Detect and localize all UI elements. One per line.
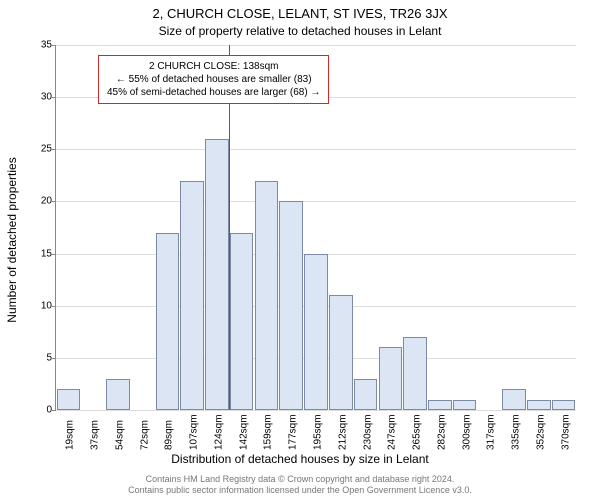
x-tick-label: 89sqm (164, 420, 175, 450)
histogram-bar (403, 337, 427, 410)
histogram-bar (527, 400, 551, 410)
y-tick-mark (51, 97, 55, 98)
y-tick-label: 15 (28, 248, 52, 259)
y-tick-label: 0 (28, 405, 52, 416)
y-tick-label: 5 (28, 352, 52, 363)
y-tick-mark (51, 149, 55, 150)
histogram-bar (428, 400, 452, 410)
x-tick-label: 159sqm (263, 414, 274, 450)
histogram-bar (379, 347, 403, 410)
histogram-bar (279, 201, 303, 410)
gridline (56, 45, 576, 46)
x-tick-label: 124sqm (213, 414, 224, 450)
histogram-bar (453, 400, 477, 410)
gridline (56, 149, 576, 150)
y-tick-mark (51, 306, 55, 307)
x-tick-label: 54sqm (114, 420, 125, 450)
x-tick-label: 265sqm (412, 414, 423, 450)
x-tick-label: 142sqm (238, 414, 249, 450)
histogram-bar (205, 139, 229, 410)
y-tick-label: 35 (28, 40, 52, 51)
y-tick-label: 25 (28, 144, 52, 155)
annotation-box: 2 CHURCH CLOSE: 138sqm← 55% of detached … (98, 55, 329, 104)
gridline (56, 410, 576, 411)
histogram-bar (354, 379, 378, 410)
y-tick-label: 10 (28, 300, 52, 311)
y-axis-label: Number of detached properties (5, 157, 19, 322)
histogram-bar (156, 233, 180, 410)
histogram-bar (502, 389, 526, 410)
histogram-bar (106, 379, 130, 410)
chart-title: 2, CHURCH CLOSE, LELANT, ST IVES, TR26 3… (0, 6, 600, 21)
x-tick-label: 300sqm (461, 414, 472, 450)
y-tick-mark (51, 358, 55, 359)
annotation-line: 2 CHURCH CLOSE: 138sqm (107, 60, 320, 73)
histogram-bar (180, 181, 204, 410)
annotation-line: ← 55% of detached houses are smaller (83… (107, 73, 320, 86)
footer-line-1: Contains HM Land Registry data © Crown c… (0, 474, 600, 485)
x-tick-label: 247sqm (387, 414, 398, 450)
histogram-bar (255, 181, 279, 410)
y-tick-mark (51, 410, 55, 411)
x-tick-label: 37sqm (90, 420, 101, 450)
x-tick-label: 195sqm (313, 414, 324, 450)
footer-line-2: Contains public sector information licen… (0, 485, 600, 496)
y-tick-label: 20 (28, 196, 52, 207)
histogram-bar (329, 295, 353, 410)
x-tick-label: 212sqm (337, 414, 348, 450)
histogram-bar (57, 389, 81, 410)
chart-subtitle: Size of property relative to detached ho… (0, 24, 600, 38)
x-tick-label: 72sqm (139, 420, 150, 450)
attribution-footer: Contains HM Land Registry data © Crown c… (0, 474, 600, 496)
x-tick-label: 107sqm (189, 414, 200, 450)
x-tick-label: 370sqm (560, 414, 571, 450)
x-tick-label: 352sqm (535, 414, 546, 450)
y-tick-mark (51, 201, 55, 202)
y-tick-mark (51, 254, 55, 255)
x-tick-label: 230sqm (362, 414, 373, 450)
annotation-line: 45% of semi-detached houses are larger (… (107, 86, 320, 99)
x-tick-label: 177sqm (288, 414, 299, 450)
histogram-bar (552, 400, 576, 410)
y-tick-mark (51, 45, 55, 46)
x-tick-label: 335sqm (511, 414, 522, 450)
y-tick-label: 30 (28, 92, 52, 103)
x-tick-label: 317sqm (486, 414, 497, 450)
x-tick-label: 282sqm (436, 414, 447, 450)
histogram-bar (304, 254, 328, 410)
x-tick-label: 19sqm (65, 420, 76, 450)
histogram-bar (230, 233, 254, 410)
gridline (56, 201, 576, 202)
x-axis-label: Distribution of detached houses by size … (0, 452, 600, 466)
